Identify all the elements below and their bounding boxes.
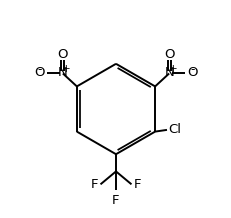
Text: Cl: Cl: [167, 123, 180, 136]
Text: -: -: [37, 63, 42, 76]
Text: O: O: [57, 48, 67, 61]
Text: F: F: [134, 178, 141, 191]
Text: O: O: [164, 48, 174, 61]
Text: O: O: [34, 66, 45, 79]
Text: O: O: [186, 66, 197, 79]
Text: +: +: [62, 64, 70, 74]
Text: +: +: [168, 64, 177, 74]
Text: F: F: [90, 178, 97, 191]
Text: F: F: [112, 194, 119, 207]
Text: -: -: [189, 63, 194, 76]
Text: N: N: [57, 66, 67, 79]
Text: N: N: [164, 66, 174, 79]
